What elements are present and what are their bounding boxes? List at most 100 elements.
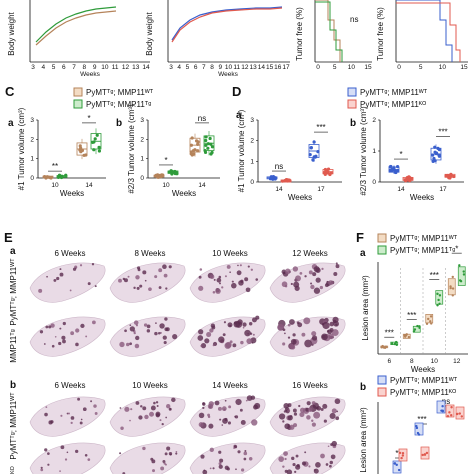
lesion-mark [219,282,222,285]
wt-section [109,262,186,303]
lesion-mark [159,323,165,329]
data-point [460,415,464,418]
lesion-mark [231,282,237,289]
lesion-mark [164,463,167,466]
data-point [206,142,210,146]
lesion-mark [216,277,222,283]
sig-label: *** [430,271,439,280]
top-xtick: 17 [282,64,290,71]
lesion-mark [162,264,167,270]
lesion-mark [62,321,66,326]
data-point [438,294,442,297]
x-axis-title: Weeks [410,193,434,202]
top-c-ns: ns [350,15,358,24]
lesion-mark [48,420,53,425]
sig-label: *** [407,311,416,320]
x-tick-label: 14 [198,182,206,189]
lesion-mark [284,457,287,461]
lesion-mark [291,456,295,460]
lesion-mark [238,280,244,286]
lesion-mark [218,275,222,279]
e-tissue-a [29,262,346,357]
lesion-mark [46,275,48,278]
lesion-mark [277,323,284,331]
e-row-tg: MMP11ᵀᵍ [9,329,18,362]
lesion-mark [336,410,339,413]
data-point [269,175,273,179]
lesion-mark [288,319,295,325]
lesion-mark [294,470,297,474]
data-point [312,140,316,144]
chart-cb: 0 1 2 3 #2/3 Tumor volume (cm³) 10 * 14 ns Weeks [127,104,220,198]
lesion-mark [168,407,172,411]
lesion-mark [224,399,227,402]
panel-fa-letter: a [360,248,366,259]
data-point [416,431,420,435]
top-xtick: 15 [266,64,274,71]
lesion-mark [292,333,296,337]
lesion-mark [158,268,163,273]
lesion-mark [313,411,321,419]
lesion-mark [218,450,222,454]
lesion-mark [162,460,166,464]
lesion-mark [148,287,152,292]
lesion-mark [329,460,333,465]
data-point [173,171,177,176]
lesion-mark [92,320,96,325]
data-point [210,150,214,155]
data-point [326,170,330,174]
tg-section [269,316,346,357]
data-point [401,454,405,457]
sig-label: ns [198,114,206,123]
lesion-mark [242,322,247,327]
x-axis-title: Weeks [60,189,84,198]
lesion-mark [235,321,243,328]
lesion-mark [245,399,248,402]
top-xtick: 15 [460,64,468,71]
lesion-mark [53,278,57,282]
lesion-mark [212,344,215,347]
lesion-mark [93,404,97,408]
lesion-mark [335,264,340,269]
data-point [444,174,448,178]
top-xtick: 16 [274,64,282,71]
top-xtick: 0 [316,64,320,71]
lesion-mark [299,412,305,418]
top-xtick: 7 [202,64,206,71]
lesion-mark [59,272,64,277]
lesion-mark [208,423,214,429]
data-point [462,273,466,276]
lesion-mark [90,400,93,403]
lesion-mark [200,454,205,459]
box [447,278,456,296]
tissue-outline [189,316,266,357]
y-tick-label: 1 [250,158,254,165]
e-weeks-a: 6 Weeks 8 Weeks 10 Weeks 12 Weeks [55,249,328,258]
lesion-mark [329,412,336,420]
lesion-mark [48,325,52,329]
lesion-mark [40,466,43,469]
panel-c-letter: C [5,84,15,99]
lesion-mark [58,341,62,346]
top-xtick: 8 [83,64,87,71]
lesion-mark [292,462,296,467]
lesion-mark [133,320,139,325]
panel-f-legend: PyMTᵀᵍ; MMP11ᵂᵀ PyMTᵀᵍ; MMP11ᵀᵍ [377,233,458,255]
data-point [192,152,196,156]
y-axis-title: #1 Tumor volume (cm³) [237,109,246,192]
box [445,404,455,418]
data-point [395,164,400,169]
lesion-mark [304,339,312,348]
sig-label: * [399,150,402,159]
lesion-mark [154,275,158,279]
top-xtick: 15 [364,64,372,71]
lesion-mark [292,266,299,272]
lesion-mark [301,461,307,466]
panel-d-legend: PyMTᵀᵍ; MMP11ᵂᵀ PyMTᵀᵍ; MMP11ᴷᴼ [347,87,428,109]
lesion-mark [39,330,44,334]
top-a-xticks: 3 4 5 6 7 8 9 10 11 12 13 14 [31,64,150,71]
lesion-mark [312,272,317,277]
lesion-mark [154,331,158,336]
lesion-mark [252,333,255,336]
lesion-mark [207,403,214,410]
